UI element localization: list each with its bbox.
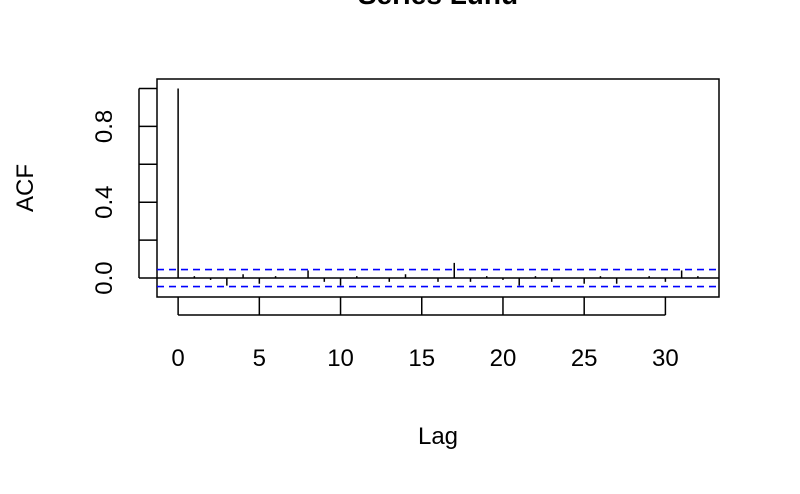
- y-tick-label: 0.0: [91, 261, 118, 294]
- x-tick-label: 20: [490, 345, 517, 372]
- plot-frame: [156, 78, 720, 298]
- x-tick-label: 10: [327, 345, 354, 372]
- x-tick-label: 5: [253, 345, 266, 372]
- y-tick-label: 0.4: [91, 186, 118, 219]
- confidence-bounds: [157, 268, 719, 288]
- y-axis: 0.0 0.4 0.8: [91, 87, 157, 295]
- chart-title: Series Lunu: [358, 0, 518, 10]
- x-tick-label: 25: [571, 345, 598, 372]
- x-tick-label: 0: [171, 345, 184, 372]
- x-tick-label: 15: [408, 345, 435, 372]
- y-tick-label: 0.8: [91, 110, 118, 143]
- y-axis-label: ACF: [12, 164, 39, 212]
- x-tick-label: 30: [652, 345, 679, 372]
- x-axis-label: Lag: [418, 423, 458, 450]
- acf-bars: [177, 88, 699, 286]
- x-axis: 0 5 10 15 20 25 30: [171, 297, 679, 372]
